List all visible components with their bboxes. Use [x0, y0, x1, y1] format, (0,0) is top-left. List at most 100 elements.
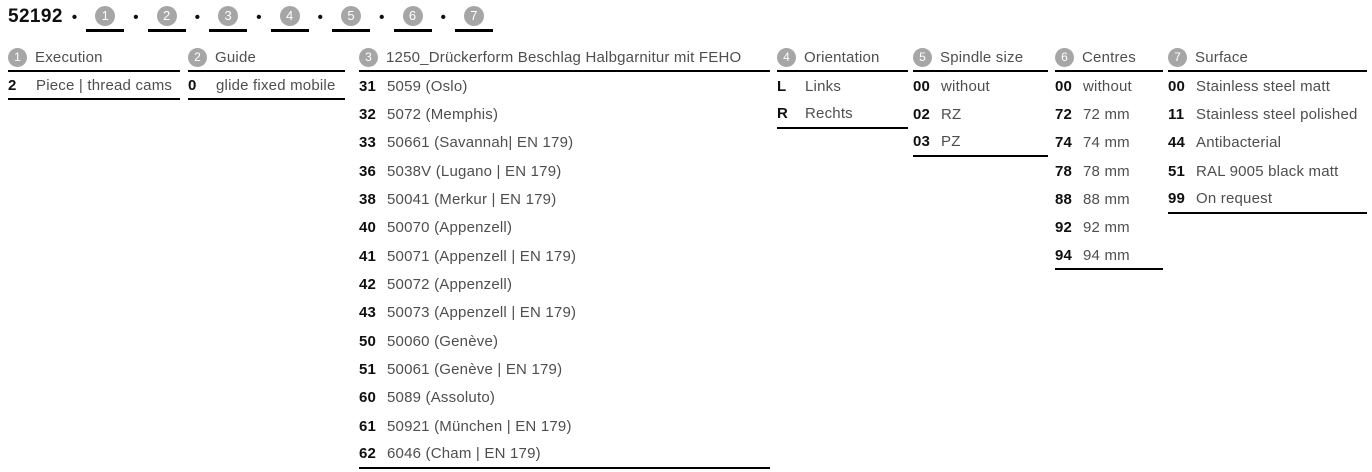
option-row: 31 5059 (Oslo): [359, 72, 770, 100]
column-header: 5 Spindle size: [913, 44, 1048, 72]
column-number-icon: 2: [188, 47, 207, 67]
option-label: Rechts: [805, 105, 853, 123]
column-title: Execution: [35, 48, 103, 66]
option-label: 6046 (Cham | EN 179): [387, 445, 541, 463]
option-row: 51 RAL 9005 black matt: [1168, 157, 1367, 185]
separator-dot: •: [133, 8, 139, 26]
option-label: 74 mm: [1083, 134, 1130, 152]
position-number-icon: 4: [279, 6, 300, 26]
option-code: 02: [913, 106, 931, 124]
position-underline: [270, 29, 309, 32]
option-code: L: [777, 77, 787, 95]
option-label: PZ: [941, 133, 961, 151]
order-code-line: 52192 • 1 • 2 • 3 • 4 • 5 • 6 • 7: [8, 6, 494, 32]
column-title: Spindle size: [940, 48, 1024, 66]
option-row: 36 5038V (Lugano | EN 179): [359, 157, 770, 185]
position-badge: 6: [393, 6, 432, 32]
column-number-icon: 6: [1055, 47, 1074, 67]
option-code: 31: [359, 77, 377, 95]
option-code: 61: [359, 417, 377, 435]
separator-dot: •: [317, 8, 324, 26]
column-header: 3 1250_Drückerform Beschlag Halbgarnitur…: [359, 44, 770, 72]
option-row: R Rechts: [777, 100, 908, 129]
option-label: 50921 (München | EN 179): [387, 417, 572, 435]
option-column-3: 3 1250_Drückerform Beschlag Halbgarnitur…: [359, 44, 770, 469]
option-code: 40: [359, 219, 377, 237]
option-row: 61 50921 (München | EN 179): [359, 412, 770, 440]
option-code: 0: [188, 76, 197, 94]
option-row: 60 5089 (Assoluto): [359, 384, 770, 412]
option-code: 00: [1168, 77, 1186, 95]
option-label: 5059 (Oslo): [387, 77, 468, 95]
option-row: 88 88 mm: [1055, 185, 1163, 213]
option-row: L Links: [777, 72, 908, 100]
option-label: without: [1083, 77, 1132, 95]
option-row: 74 74 mm: [1055, 129, 1163, 157]
option-row: 11 Stainless steel polished: [1168, 100, 1367, 128]
separator-dot: •: [440, 8, 447, 26]
option-label: 50060 (Genève): [387, 332, 499, 350]
position-underline: [147, 29, 186, 32]
option-code: 88: [1055, 191, 1073, 209]
position-badge: 2: [147, 6, 186, 32]
option-code: 41: [359, 247, 377, 265]
option-column-1: 1 Execution 2 Piece | thread cams: [8, 44, 180, 101]
column-number-icon: 1: [8, 47, 27, 67]
option-code: 51: [1168, 162, 1186, 180]
position-badge: 4: [270, 6, 309, 32]
option-row: 00 without: [1055, 72, 1163, 100]
separator-dot: •: [379, 8, 385, 26]
option-code: 72: [1055, 106, 1073, 124]
column-title: Surface: [1195, 48, 1249, 66]
position-number-icon: 1: [95, 6, 116, 26]
option-row: 72 72 mm: [1055, 100, 1163, 128]
position-badge: 1: [86, 6, 125, 32]
option-column-2: 2 Guide 0 glide fixed mobile: [188, 44, 345, 101]
column-title: Guide: [215, 48, 257, 66]
option-column-4: 4 Orientation L Links R Rechts: [777, 44, 908, 129]
option-label: 72 mm: [1083, 106, 1130, 124]
option-row: 38 50041 (Merkur | EN 179): [359, 185, 770, 213]
position-badge: 7: [455, 6, 494, 32]
option-label: Links: [805, 77, 842, 95]
option-code: 42: [359, 276, 377, 294]
position-number-icon: 2: [156, 6, 177, 26]
option-row: 44 Antibacterial: [1168, 129, 1367, 157]
option-column-7: 7 Surface 00 Stainless steel matt 11 Sta…: [1168, 44, 1367, 214]
position-underline: [455, 29, 494, 32]
option-label: 50073 (Appenzell | EN 179): [387, 304, 577, 322]
option-label: 88 mm: [1083, 191, 1130, 209]
option-code: 43: [359, 304, 377, 322]
option-row: 41 50071 (Appenzell | EN 179): [359, 242, 770, 270]
option-row: 94 94 mm: [1055, 242, 1163, 271]
option-label: RAL 9005 black matt: [1196, 162, 1339, 180]
position-badge: 3: [209, 6, 248, 32]
column-header: 1 Execution: [8, 44, 180, 72]
option-label: 50072 (Appenzell): [387, 276, 513, 294]
option-row: 62 6046 (Cham | EN 179): [359, 440, 770, 469]
option-code: 00: [1055, 77, 1073, 95]
separator-dot: •: [71, 8, 78, 26]
option-code: 51: [359, 361, 377, 379]
option-label: 50070 (Appenzell): [387, 219, 513, 237]
separator-dot: •: [194, 8, 201, 26]
position-number-icon: 3: [218, 6, 239, 26]
column-number-icon: 5: [913, 47, 932, 67]
option-label: 5038V (Lugano | EN 179): [387, 162, 562, 180]
option-code: 00: [913, 77, 931, 95]
separator-dot: •: [256, 8, 262, 26]
option-label: Piece | thread cams: [36, 76, 173, 94]
option-code: 32: [359, 106, 377, 124]
position-number-icon: 5: [341, 6, 362, 26]
option-code: 33: [359, 134, 377, 152]
option-column-5: 5 Spindle size 00 without 02 RZ 03 PZ: [913, 44, 1048, 158]
column-number-icon: 7: [1168, 47, 1187, 67]
option-row: 2 Piece | thread cams: [8, 72, 180, 101]
column-title: Centres: [1082, 48, 1136, 66]
option-label: glide fixed mobile: [216, 76, 336, 94]
option-label: 50071 (Appenzell | EN 179): [387, 247, 577, 265]
option-row: 92 92 mm: [1055, 214, 1163, 242]
column-header: 4 Orientation: [777, 44, 908, 72]
option-code: 2: [8, 76, 17, 94]
option-column-6: 6 Centres 00 without 72 72 mm 74 74 mm 7…: [1055, 44, 1163, 271]
